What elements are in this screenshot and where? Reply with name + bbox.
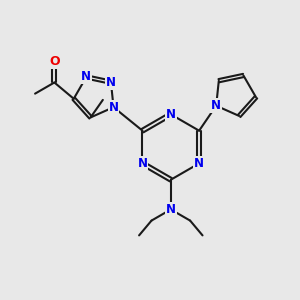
- Text: N: N: [166, 203, 176, 216]
- Text: N: N: [166, 108, 176, 121]
- Text: N: N: [194, 157, 204, 170]
- Text: O: O: [49, 55, 60, 68]
- Text: N: N: [106, 76, 116, 89]
- Text: N: N: [109, 101, 118, 114]
- Text: N: N: [211, 99, 221, 112]
- Text: N: N: [137, 157, 148, 170]
- Text: N: N: [81, 70, 91, 83]
